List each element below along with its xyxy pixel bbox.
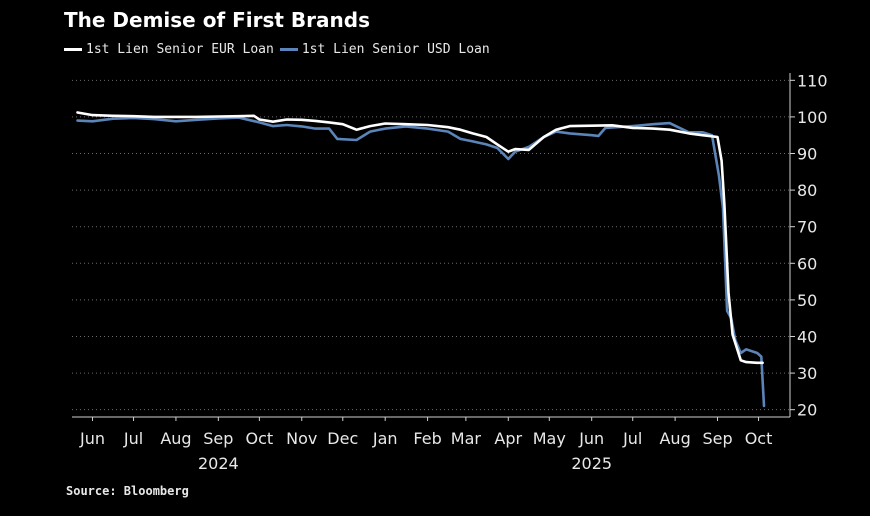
x-tick-label: Jun (79, 429, 105, 448)
y-tick-label: 70 (797, 218, 817, 237)
legend-item-eur: 1st Lien Senior EUR Loan (64, 42, 274, 57)
y-tick-label: 30 (797, 364, 817, 383)
legend-swatch-eur (64, 47, 82, 51)
x-tick-label: Oct (745, 429, 773, 448)
chart-legend: 1st Lien Senior EUR Loan 1st Lien Senior… (64, 40, 496, 58)
chart-title: The Demise of First Brands (64, 8, 370, 32)
x-tick-label: Nov (286, 429, 317, 448)
x-tick-label: Mar (451, 429, 482, 448)
x-tick-label: Feb (413, 429, 441, 448)
x-tick-label: Sep (702, 429, 732, 448)
x-tick-label: Jul (622, 429, 642, 448)
x-tick-label: Aug (659, 429, 690, 448)
series-line-eur (76, 111, 764, 365)
x-tick-label: May (533, 429, 566, 448)
y-tick-label: 80 (797, 181, 817, 200)
x-tick-label: Jul (123, 429, 143, 448)
x-tick-label: Apr (494, 429, 522, 448)
y-tick-label: 20 (797, 401, 817, 420)
legend-item-usd: 1st Lien Senior USD Loan (279, 41, 490, 57)
x-tick-label: Sep (203, 429, 233, 448)
source-note: Source: Bloomberg (66, 484, 189, 498)
x-year-label: 2025 (571, 454, 612, 473)
y-tick-label: 50 (797, 291, 817, 310)
y-tick-label: 60 (797, 254, 817, 273)
legend-label-usd: 1st Lien Senior USD Loan (301, 41, 490, 57)
y-tick-label: 90 (797, 145, 817, 164)
legend-label-eur: 1st Lien Senior EUR Loan (86, 41, 274, 57)
x-tick-label: Jan (372, 429, 398, 448)
series-line-usd (76, 116, 766, 408)
y-tick-label: 100 (797, 108, 828, 127)
y-tick-label: 40 (797, 327, 817, 346)
y-tick-label: 110 (797, 71, 828, 90)
x-year-label: 2024 (198, 454, 239, 473)
x-tick-label: Jun (578, 429, 604, 448)
x-tick-label: Aug (160, 429, 191, 448)
x-tick-label: Dec (327, 429, 358, 448)
legend-swatch-usd (279, 47, 298, 51)
x-tick-label: Oct (246, 429, 274, 448)
